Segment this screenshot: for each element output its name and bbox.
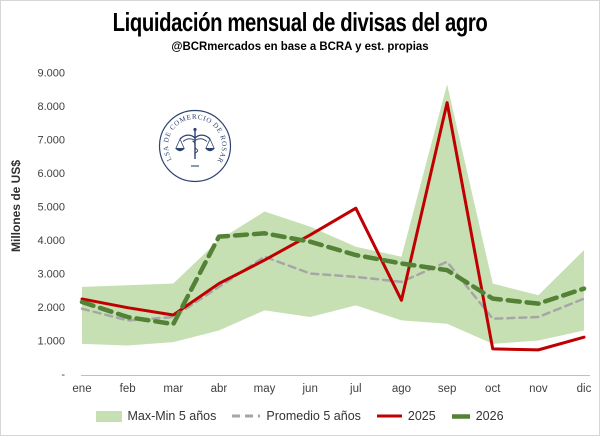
chart-subtitle: @BCRmercados en base a BCRA y est. propi… [171, 39, 429, 53]
legend-item-promedio: Promedio 5 años [231, 409, 361, 423]
bcr-logo-seal: BOLSA DE COMERCIO DE ROSARIO [158, 109, 232, 183]
plot-generated-layers: 9.000 8.000 7.000 6.000 5.000 4.000 3.000 2.000… [37, 68, 591, 396]
x-tick-label: may [254, 383, 276, 395]
x-tick-label: oct [485, 383, 501, 395]
y-tick-label: 2.000 [37, 302, 65, 314]
legend-label-promedio: Promedio 5 años [266, 409, 361, 423]
x-tick-label: mar [163, 383, 183, 395]
x-tick-label: abr [211, 383, 228, 395]
legend-label-band: Max-Min 5 años [127, 409, 217, 423]
y-tick-label: 7.000 [37, 135, 65, 147]
band-max-min [82, 84, 584, 346]
legend-item-2026: 2026 [451, 409, 504, 423]
series-line-2026 [79, 231, 587, 327]
x-tick-label: jun [302, 383, 318, 395]
y-tick-label: 8.000 [37, 101, 65, 113]
y-tick-label: 4.000 [37, 235, 65, 247]
promedio-swatch [232, 414, 261, 418]
legend-label-2026: 2026 [475, 409, 504, 423]
legend: Max-Min 5 años Promedio 5 años 2025 2026 [1, 404, 599, 428]
line-2026-swatch [451, 413, 470, 419]
chart-title: Liquidación mensual de divisas del agro [112, 7, 488, 37]
series-line-promedio-5-años [80, 255, 586, 322]
caduceus-scales-icon [175, 127, 215, 167]
y-tick-label: 6.000 [37, 168, 65, 180]
y-axis-title: Millones de US$ [9, 160, 23, 252]
band-swatch [96, 410, 123, 422]
x-tick-label: jul [349, 383, 362, 395]
legend-label-2025: 2025 [407, 409, 436, 423]
y-tick-label: - [61, 369, 65, 381]
y-tick-label: 3.000 [37, 269, 65, 281]
x-tick-label: nov [529, 383, 548, 395]
series-line-2025 [80, 101, 586, 352]
legend-item-2025: 2025 [376, 409, 436, 423]
line-2025-swatch [376, 414, 402, 418]
y-tick-label: 1.000 [37, 336, 65, 348]
seal-outer-circle [158, 109, 232, 183]
x-tick-label: feb [120, 383, 136, 395]
x-tick-label: ago [392, 383, 411, 395]
y-tick-label: 5.000 [37, 202, 65, 214]
legend-item-band: Max-Min 5 años [96, 409, 216, 423]
x-tick-label: ene [72, 383, 91, 395]
x-tick-label: dic [577, 383, 592, 395]
x-tick-label: sep [438, 383, 457, 395]
y-tick-label: 9.000 [37, 68, 65, 80]
